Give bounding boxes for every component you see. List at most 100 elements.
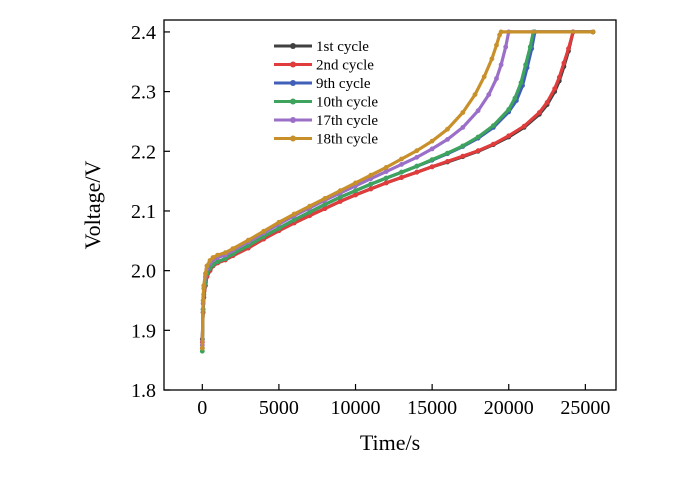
data-point (552, 86, 558, 91)
data-point (353, 180, 358, 186)
y-tick-label: 1.9 (131, 320, 156, 342)
legend-item: 18th cycle (274, 132, 378, 148)
legend-item: 10th cycle (274, 95, 378, 111)
x-axis-title: Time/s (360, 430, 420, 455)
data-point (322, 196, 328, 201)
plot-frame (163, 19, 617, 391)
y-tick-label: 2.1 (131, 201, 156, 223)
data-point (368, 186, 374, 192)
data-point (337, 188, 343, 194)
data-point (489, 56, 495, 62)
data-point (429, 164, 435, 170)
data-point (383, 169, 389, 175)
legend-label: 10th cycle (316, 95, 378, 111)
data-point (200, 298, 206, 303)
series-3 (199, 29, 596, 351)
data-point (222, 256, 228, 262)
data-point (486, 92, 492, 97)
data-point (204, 263, 210, 269)
data-point (203, 271, 208, 276)
y-axis: 1.8 1.9 2.0 2.1 2.2 2.3 2.4 (131, 22, 170, 402)
y-tick-label: 2.0 (131, 261, 156, 283)
data-point (230, 246, 236, 252)
data-point (472, 92, 478, 97)
data-point (475, 108, 481, 114)
data-point (383, 180, 389, 186)
data-point (498, 29, 504, 35)
y-tick-label: 2.3 (131, 82, 156, 104)
data-point (222, 250, 228, 256)
data-point (506, 133, 512, 139)
x-tick-label: 25000 (560, 397, 610, 419)
data-point (460, 125, 466, 130)
legend-item: 1st cycle (274, 39, 369, 55)
x-axis: 0 5000 10000 15000 20000 25000 (197, 384, 610, 419)
series-4 (199, 29, 596, 354)
x-tick-label: 0 (197, 397, 207, 419)
data-point (556, 74, 562, 80)
series-line (200, 30, 593, 352)
plot-lines (199, 29, 596, 354)
data-point (429, 157, 435, 163)
data-point (566, 46, 571, 51)
data-point (337, 194, 343, 200)
legend-marker (290, 135, 296, 142)
data-point (475, 148, 481, 154)
data-point (307, 209, 312, 215)
data-point (544, 100, 550, 105)
data-point (276, 225, 282, 231)
data-point (590, 29, 596, 35)
series-line (200, 30, 593, 346)
y-tick-label: 2.2 (131, 141, 156, 163)
data-point (337, 199, 343, 204)
series-5 (199, 29, 596, 348)
y-tick-label: 1.8 (131, 380, 156, 402)
legend-label: 18th cycle (316, 132, 378, 148)
x-tick-label: 15000 (407, 397, 457, 419)
data-point (527, 44, 533, 50)
legend-marker (290, 80, 296, 86)
series-line (200, 30, 593, 349)
series-2 (199, 29, 596, 345)
data-point (207, 258, 213, 263)
data-point (537, 110, 542, 115)
data-point (307, 203, 312, 209)
data-point (494, 76, 499, 81)
legend-label: 2nd cycle (316, 58, 374, 74)
data-point (429, 138, 435, 144)
legend: 1st cycle 2nd cycle 9th cycle 10th cycle 17t… (274, 39, 378, 148)
x-tick-label: 10000 (331, 397, 381, 419)
data-point (498, 62, 504, 68)
data-point (518, 80, 524, 86)
data-point (512, 95, 518, 101)
legend-item: 2nd cycle (274, 58, 374, 74)
legend-item: 17th cycle (274, 113, 378, 129)
y-tick-label: 2.4 (131, 22, 156, 44)
series-line (200, 30, 593, 343)
data-point (491, 141, 496, 147)
data-point (210, 255, 216, 260)
data-point (353, 188, 358, 194)
data-point (460, 143, 466, 149)
data-point (445, 150, 450, 156)
legend-item: 9th cycle (274, 76, 371, 92)
data-point (399, 169, 404, 175)
series-1 (199, 29, 596, 342)
data-point (322, 202, 328, 207)
legend-label: 1st cycle (316, 39, 369, 55)
data-point (561, 60, 567, 66)
data-point (460, 153, 466, 159)
data-point (445, 126, 450, 132)
data-point (215, 252, 221, 258)
data-point (215, 259, 221, 265)
data-point (291, 211, 297, 217)
data-point (491, 123, 496, 128)
x-tick-label: 20000 (484, 397, 534, 419)
legend-marker (290, 61, 296, 68)
data-point (445, 159, 450, 164)
legend-label: 17th cycle (316, 113, 378, 129)
legend-marker (290, 98, 296, 105)
data-point (399, 162, 404, 167)
data-point (291, 217, 297, 223)
